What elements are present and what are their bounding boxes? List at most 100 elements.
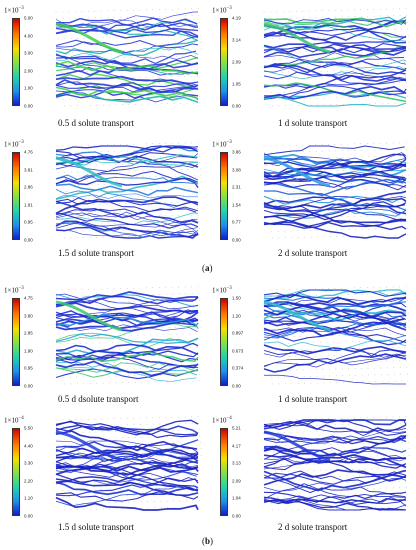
colorbar-tick-label: 1.05 [232,81,241,87]
colorbar-tick-label: 5.50 [24,425,33,431]
colorbar-exponent: 1×10−3 [4,6,24,15]
colorbar-gradient [220,298,228,386]
colorbar-tick-label: 0.95 [24,365,33,371]
colorbar-gradient [220,428,228,516]
colorbar-tick-label: 1.91 [24,202,33,208]
colorbar-tick-label: 4.40 [24,443,33,449]
subfigure-label-a: (a) [202,263,213,273]
streamlines [55,419,199,511]
colorbar-tick-label: 0.95 [24,219,33,225]
panel-caption: 1 d solute transport [278,118,348,128]
colorbar-tick-label: 1.20 [232,313,241,319]
panel-0-5d-group-b: 1×10−3 4.75 3.80 2.85 1.90 0.95 0.00 0.5 d ds… [0,280,208,410]
colorbar-tick-labels: 4.75 3.80 2.85 1.90 0.95 0.00 [24,295,44,389]
colorbar-tick-label: 0.00 [24,237,33,243]
colorbar: 1×10−3 4.19 3.14 2.09 1.05 0.00 [212,6,252,116]
colorbar-tick-labels: 5.21 4.17 3.13 2.09 1.04 0.00 [232,425,252,519]
panel-2d-group-a: 1×10−3 3.86 3.08 2.31 1.54 0.77 0.00 2 d solu… [208,134,416,262]
streamline-plot [55,8,202,107]
colorbar-exponent: 1×10−3 [212,140,232,149]
colorbar-tick-label: 3.08 [232,167,241,173]
colorbar: 1×10−4 5.21 4.17 3.13 2.09 1.04 0.00 [212,416,252,526]
colorbar-tick-label: 5.00 [24,15,33,21]
colorbar-exponent: 1×10−4 [212,416,232,425]
streamlines [55,291,199,382]
panel-1-5d-group-b: 1×10−4 5.50 4.40 3.30 2.20 1.10 0.00 1.5 d so… [0,412,208,534]
colorbar-tick-label: 3.81 [24,167,33,173]
colorbar-gradient [220,18,228,106]
colorbar-tick-label: 2.00 [24,68,33,74]
streamline-plot [263,416,410,511]
colorbar-tick-label: 3.13 [232,460,241,466]
colorbar-tick-label: 2.86 [24,184,33,190]
colorbar-tick-label: 2.31 [232,184,241,190]
colorbar: 1×10−4 5.50 4.40 3.30 2.20 1.10 0.00 [4,416,44,526]
panel-caption: 0.5 d solute transport [58,118,134,128]
colorbar-tick-label: 0.00 [232,103,241,109]
colorbar-tick-label: 0.00 [24,513,33,519]
colorbar-tick-label: 4.76 [24,149,33,155]
colorbar-tick-label: 0.897 [232,330,244,336]
colorbar-tick-label: 1.10 [24,495,33,501]
colorbar-tick-label: 4.75 [24,295,33,301]
colorbar-tick-label: 3.14 [232,37,241,43]
panel-1d-group-a: 1×10−3 4.19 3.14 2.09 1.05 0.00 1 d solute t… [208,0,416,132]
colorbar-gradient [12,18,20,106]
streamlines [263,145,407,239]
colorbar-tick-labels: 5.50 4.40 3.30 2.20 1.10 0.00 [24,425,44,519]
streamline-plot [263,286,410,385]
colorbar-tick-labels: 3.86 3.08 2.31 1.54 0.77 0.00 [232,149,252,243]
streamlines [55,11,199,103]
colorbar-tick-labels: 4.19 3.14 2.09 1.05 0.00 [232,15,252,109]
panel-1d-group-b: 1×10−3 1.50 1.20 0.897 0.673 0.374 0.00 1 d s… [208,280,416,410]
colorbar-tick-label: 1.90 [24,348,33,354]
colorbar-gradient [12,298,20,386]
colorbar-tick-label: 3.00 [24,50,33,56]
colorbar: 1×10−3 5.00 4.00 3.00 2.00 1.00 0.00 [4,6,44,116]
colorbar-tick-label: 0.00 [232,383,241,389]
colorbar: 1×10−3 1.50 1.20 0.897 0.673 0.374 0.00 [212,286,252,396]
colorbar-exponent: 1×10−4 [4,416,24,425]
colorbar-tick-label: 0.00 [24,383,33,389]
colorbar-tick-label: 2.20 [24,478,33,484]
colorbar-tick-label: 5.21 [232,425,241,431]
colorbar-tick-labels: 1.50 1.20 0.897 0.673 0.374 0.00 [232,295,252,389]
colorbar-tick-label: 3.80 [24,313,33,319]
colorbar-gradient [220,152,228,240]
panel-caption: 1.5 d solute transport [58,522,134,532]
streamline-plot [55,286,202,385]
streamline-plot [55,142,202,239]
colorbar-exponent: 1×10−3 [212,6,232,15]
colorbar-gradient [12,428,20,516]
streamlines [263,289,407,385]
colorbar-tick-label: 4.17 [232,443,241,449]
colorbar-tick-label: 2.09 [232,478,241,484]
colorbar-tick-label: 1.00 [24,85,33,91]
colorbar-tick-labels: 4.76 3.81 2.86 1.91 0.95 0.00 [24,149,44,243]
streamlines [263,419,407,511]
colorbar-tick-labels: 5.00 4.00 3.00 2.00 1.00 0.00 [24,15,44,109]
panel-0-5d-group-a: 1×10−3 5.00 4.00 3.00 2.00 1.00 0.00 0.5 d so… [0,0,208,132]
colorbar-tick-label: 4.00 [24,33,33,39]
colorbar: 1×10−3 4.75 3.80 2.85 1.90 0.95 0.00 [4,286,44,396]
colorbar-tick-label: 2.09 [232,59,241,65]
colorbar: 1×10−3 4.76 3.81 2.86 1.91 0.95 0.00 [4,140,44,250]
panel-caption: 1 d solute transport [278,394,348,404]
colorbar-tick-label: 1.54 [232,202,241,208]
colorbar-tick-label: 0.77 [232,219,241,225]
streamline-plot [263,8,410,107]
panel-2d-group-b: 1×10−4 5.21 4.17 3.13 2.09 1.04 0.00 2 d solu… [208,412,416,534]
colorbar: 1×10−3 3.86 3.08 2.31 1.54 0.77 0.00 [212,140,252,250]
colorbar-tick-label: 3.86 [232,149,241,155]
colorbar-tick-label: 1.04 [232,495,241,501]
colorbar-tick-label: 4.19 [232,15,241,21]
colorbar-gradient [12,152,20,240]
colorbar-exponent: 1×10−3 [4,140,24,149]
panel-caption: 2 d solute transport [278,248,348,258]
colorbar-tick-label: 1.50 [232,295,241,301]
streamlines [263,16,407,107]
streamline-plot [263,142,410,239]
colorbar-tick-label: 0.00 [24,103,33,109]
colorbar-tick-label: 0.374 [232,365,244,371]
